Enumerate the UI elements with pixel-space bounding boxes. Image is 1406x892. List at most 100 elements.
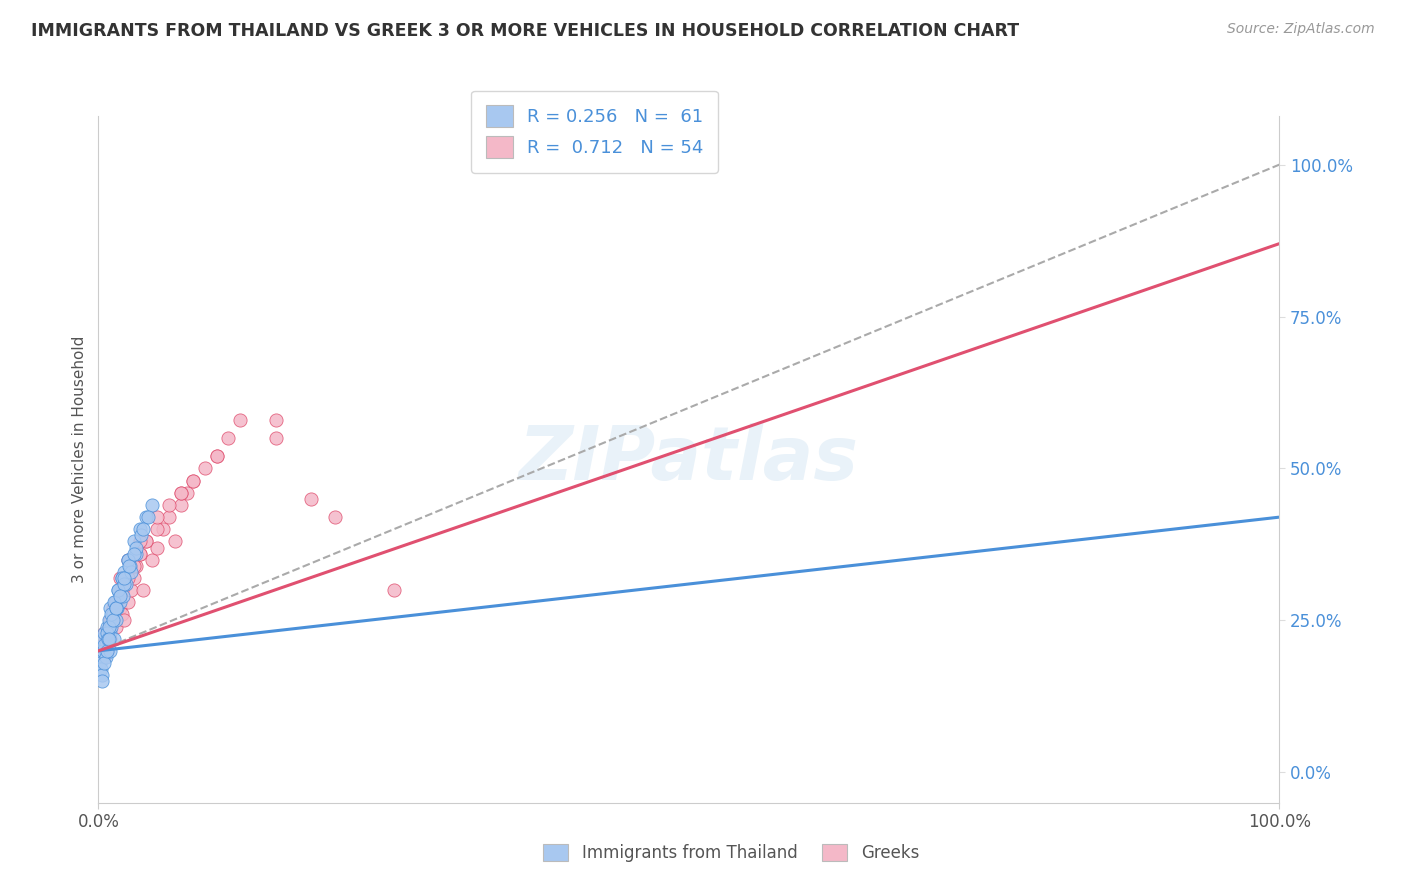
Point bbox=[98, 601, 121, 615]
Point bbox=[105, 601, 128, 615]
Point bbox=[112, 614, 135, 628]
Point bbox=[91, 668, 114, 682]
Point bbox=[170, 485, 193, 500]
Y-axis label: 3 or more Vehicles in Household: 3 or more Vehicles in Household bbox=[72, 335, 87, 583]
Point bbox=[98, 632, 121, 646]
Point bbox=[141, 552, 163, 566]
Point bbox=[112, 571, 135, 585]
Point bbox=[112, 565, 135, 579]
Point bbox=[132, 522, 155, 536]
Point bbox=[170, 485, 193, 500]
Point bbox=[103, 595, 125, 609]
Point bbox=[125, 541, 148, 555]
Text: ZIPatlas: ZIPatlas bbox=[519, 423, 859, 496]
Text: IMMIGRANTS FROM THAILAND VS GREEK 3 OR MORE VEHICLES IN HOUSEHOLD CORRELATION CH: IMMIGRANTS FROM THAILAND VS GREEK 3 OR M… bbox=[31, 22, 1019, 40]
Point bbox=[100, 619, 122, 633]
Point bbox=[135, 534, 157, 549]
Point bbox=[96, 644, 118, 658]
Point bbox=[112, 577, 135, 591]
Point bbox=[111, 571, 134, 585]
Point bbox=[146, 541, 169, 555]
Point bbox=[105, 601, 128, 615]
Point bbox=[120, 558, 142, 573]
Point bbox=[98, 625, 121, 640]
Point bbox=[157, 510, 180, 524]
Point bbox=[299, 491, 322, 506]
Point bbox=[217, 431, 239, 445]
Point bbox=[117, 552, 139, 566]
Point bbox=[112, 589, 135, 603]
Point bbox=[104, 595, 127, 609]
Point bbox=[125, 547, 148, 561]
Point bbox=[101, 614, 124, 628]
Point bbox=[108, 601, 131, 615]
Point bbox=[382, 583, 405, 598]
Point bbox=[229, 413, 252, 427]
Point bbox=[108, 589, 131, 603]
Point bbox=[128, 522, 150, 536]
Point bbox=[91, 632, 114, 646]
Point bbox=[128, 547, 150, 561]
Point bbox=[91, 649, 114, 664]
Point bbox=[101, 607, 124, 622]
Point bbox=[105, 614, 128, 628]
Point bbox=[129, 528, 152, 542]
Point bbox=[125, 558, 148, 573]
Point bbox=[89, 656, 111, 670]
Point bbox=[117, 595, 139, 609]
Point bbox=[205, 450, 228, 464]
Point bbox=[121, 565, 143, 579]
Point bbox=[132, 583, 155, 598]
Point bbox=[97, 632, 120, 646]
Point bbox=[97, 625, 120, 640]
Point bbox=[136, 510, 159, 524]
Point bbox=[101, 601, 124, 615]
Point bbox=[90, 644, 112, 658]
Point bbox=[128, 547, 150, 561]
Point bbox=[101, 607, 124, 622]
Point bbox=[111, 607, 134, 622]
Point bbox=[98, 644, 121, 658]
Point bbox=[170, 498, 193, 512]
Point bbox=[93, 625, 115, 640]
Point bbox=[96, 644, 118, 658]
Point bbox=[146, 522, 169, 536]
Point bbox=[114, 577, 136, 591]
Point bbox=[181, 474, 204, 488]
Point bbox=[105, 601, 128, 615]
Point bbox=[141, 498, 163, 512]
Point bbox=[98, 619, 121, 633]
Point bbox=[117, 571, 139, 585]
Point bbox=[152, 522, 174, 536]
Point bbox=[107, 583, 129, 598]
Point bbox=[264, 413, 287, 427]
Point bbox=[97, 632, 120, 646]
Point bbox=[98, 619, 121, 633]
Point bbox=[93, 649, 115, 664]
Point bbox=[194, 461, 217, 475]
Point bbox=[165, 534, 187, 549]
Point bbox=[146, 510, 169, 524]
Point bbox=[93, 625, 115, 640]
Point bbox=[121, 583, 143, 598]
Point bbox=[323, 510, 346, 524]
Point bbox=[98, 632, 121, 646]
Point bbox=[100, 607, 122, 622]
Point bbox=[117, 552, 139, 566]
Point bbox=[94, 649, 117, 664]
Point bbox=[111, 571, 134, 585]
Point bbox=[118, 558, 141, 573]
Point bbox=[108, 595, 131, 609]
Point bbox=[105, 595, 128, 609]
Point bbox=[135, 534, 157, 549]
Point bbox=[157, 498, 180, 512]
Point bbox=[122, 558, 145, 573]
Point bbox=[108, 571, 131, 585]
Point bbox=[98, 614, 121, 628]
Point bbox=[91, 674, 114, 689]
Point bbox=[91, 638, 114, 652]
Point bbox=[122, 571, 145, 585]
Point bbox=[111, 583, 134, 598]
Point bbox=[90, 662, 112, 676]
Point bbox=[96, 619, 118, 633]
